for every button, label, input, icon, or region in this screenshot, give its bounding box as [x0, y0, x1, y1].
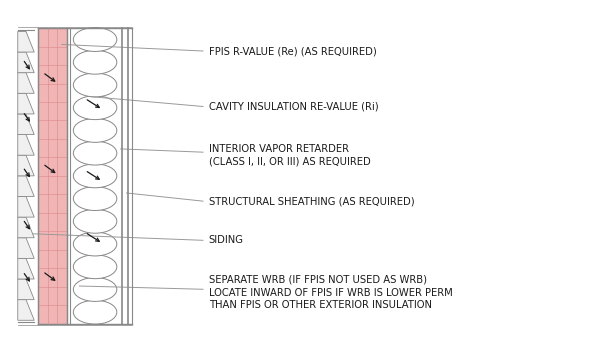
Polygon shape [18, 217, 34, 238]
Ellipse shape [73, 187, 117, 210]
Polygon shape [18, 258, 34, 279]
Ellipse shape [73, 255, 117, 279]
Polygon shape [18, 238, 34, 258]
Ellipse shape [73, 277, 117, 301]
Text: CAVITY INSULATION RE-VALUE (Ri): CAVITY INSULATION RE-VALUE (Ri) [209, 101, 379, 112]
Ellipse shape [73, 50, 117, 74]
Polygon shape [18, 155, 34, 176]
Text: SEPARATE WRB (IF FPIS NOT USED AS WRB)
LOCATE INWARD OF FPIS IF WRB IS LOWER PER: SEPARATE WRB (IF FPIS NOT USED AS WRB) L… [209, 275, 452, 310]
Bar [38, 28, 67, 324]
Polygon shape [18, 52, 34, 73]
Text: FPIS R-VALUE (Re) (AS REQUIRED): FPIS R-VALUE (Re) (AS REQUIRED) [209, 46, 377, 56]
Ellipse shape [73, 73, 117, 97]
Ellipse shape [73, 300, 117, 324]
Text: INTERIOR VAPOR RETARDER
(CLASS I, II, OR III) AS REQUIRED: INTERIOR VAPOR RETARDER (CLASS I, II, OR… [209, 144, 371, 167]
Polygon shape [18, 31, 34, 52]
Text: SIDING: SIDING [209, 235, 244, 245]
Polygon shape [18, 114, 34, 135]
Polygon shape [18, 176, 34, 197]
Polygon shape [18, 93, 34, 114]
Polygon shape [18, 300, 34, 320]
Text: STRUCTURAL SHEATHING (AS REQUIRED): STRUCTURAL SHEATHING (AS REQUIRED) [209, 196, 415, 206]
Ellipse shape [73, 28, 117, 51]
Ellipse shape [73, 164, 117, 188]
Polygon shape [18, 279, 34, 300]
Ellipse shape [73, 118, 117, 142]
Polygon shape [18, 197, 34, 217]
Ellipse shape [73, 96, 117, 120]
Polygon shape [18, 135, 34, 155]
Ellipse shape [73, 209, 117, 233]
Polygon shape [18, 73, 34, 93]
Ellipse shape [73, 141, 117, 165]
Ellipse shape [73, 232, 117, 256]
